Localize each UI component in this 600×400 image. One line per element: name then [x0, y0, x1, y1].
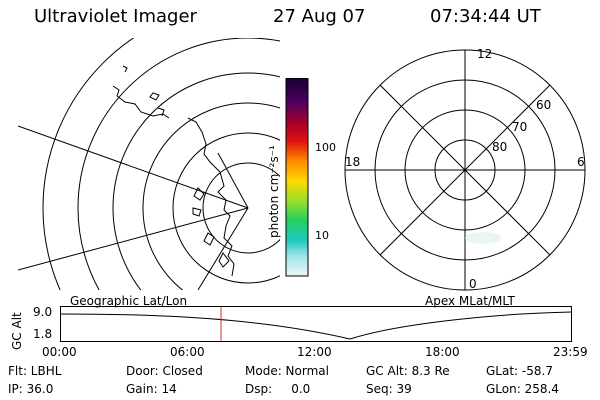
apex-panel-label: Apex MLat/MLT	[425, 294, 515, 308]
time-label: 07:34:44 UT	[430, 6, 541, 27]
meridian-line	[217, 152, 249, 209]
glon-info: GLon: 258.4	[486, 382, 559, 396]
gain-info: Gain: 14	[126, 382, 177, 396]
filter-info: Flt: LBHL	[8, 364, 62, 378]
mlt-label-18: 18	[345, 155, 361, 169]
glat-info: GLat: -58.7	[486, 364, 553, 378]
coastline	[187, 117, 235, 277]
coastline	[193, 187, 205, 201]
orbit-ylabel: GC Alt	[10, 312, 24, 350]
meridian-line	[197, 207, 249, 290]
meridian-line	[18, 207, 249, 271]
dsp-info: Dsp: 0.0	[245, 382, 311, 396]
orbit-ytick-low: 1.8	[33, 327, 53, 341]
seq-info: Seq: 39	[366, 382, 412, 396]
colorbar	[285, 78, 309, 277]
date-label: 27 Aug 07	[273, 6, 366, 27]
instrument-title: Ultraviolet Imager	[34, 6, 197, 27]
latitude-arc	[42, 38, 135, 290]
polar-diagonal	[379, 84, 551, 256]
coastline	[192, 207, 202, 217]
mode-info: Mode: Normal	[245, 364, 329, 378]
colorbar-label: photon cm⁻²s⁻¹	[267, 145, 281, 238]
orbit-xtick-1800: 18:00	[425, 345, 460, 359]
ip-info: IP: 36.0	[8, 382, 54, 396]
door-info: Door: Closed	[126, 364, 203, 378]
orbit-xtick-2359: 23:59	[553, 345, 588, 359]
coastline	[149, 92, 160, 101]
aurora-faint-patch	[465, 232, 501, 244]
mlt-label-12: 12	[477, 47, 493, 61]
coastline	[218, 252, 230, 268]
colorbar-tick-100: 100	[315, 141, 336, 154]
orbit-xtick-0000: 00:00	[42, 345, 77, 359]
latitude-arc	[142, 102, 280, 290]
lat-label-70: 70	[512, 120, 528, 134]
coastline	[157, 107, 165, 117]
lat-label-60: 60	[536, 98, 552, 112]
latitude-arc	[77, 38, 280, 290]
lat-label-80: 80	[492, 140, 508, 154]
orbit-xtick-1200: 12:00	[297, 345, 332, 359]
orbit-ytick-high: 9.0	[33, 305, 53, 319]
colorbar-tick-10: 10	[315, 229, 329, 242]
orbit-xtick-0600: 06:00	[170, 345, 205, 359]
geographic-panel-label: Geographic Lat/Lon	[70, 294, 188, 308]
coastline	[112, 85, 170, 119]
orbit-altitude-curve	[60, 311, 572, 340]
gc-alt-info: GC Alt: 8.3 Re	[366, 364, 450, 378]
polar-plot	[344, 49, 586, 291]
coastline	[203, 232, 215, 246]
orbit-plot-frame	[60, 306, 572, 342]
latitude-arc	[112, 72, 280, 290]
coastline	[122, 65, 128, 73]
latitude-arc	[172, 132, 280, 284]
mlt-label-0: 0	[469, 277, 477, 291]
orbit-altitude-plot	[60, 306, 572, 342]
geographic-map	[18, 38, 280, 290]
mlt-label-6: 6	[577, 155, 585, 169]
meridian-line	[18, 125, 249, 209]
latitude-arc	[202, 162, 280, 254]
